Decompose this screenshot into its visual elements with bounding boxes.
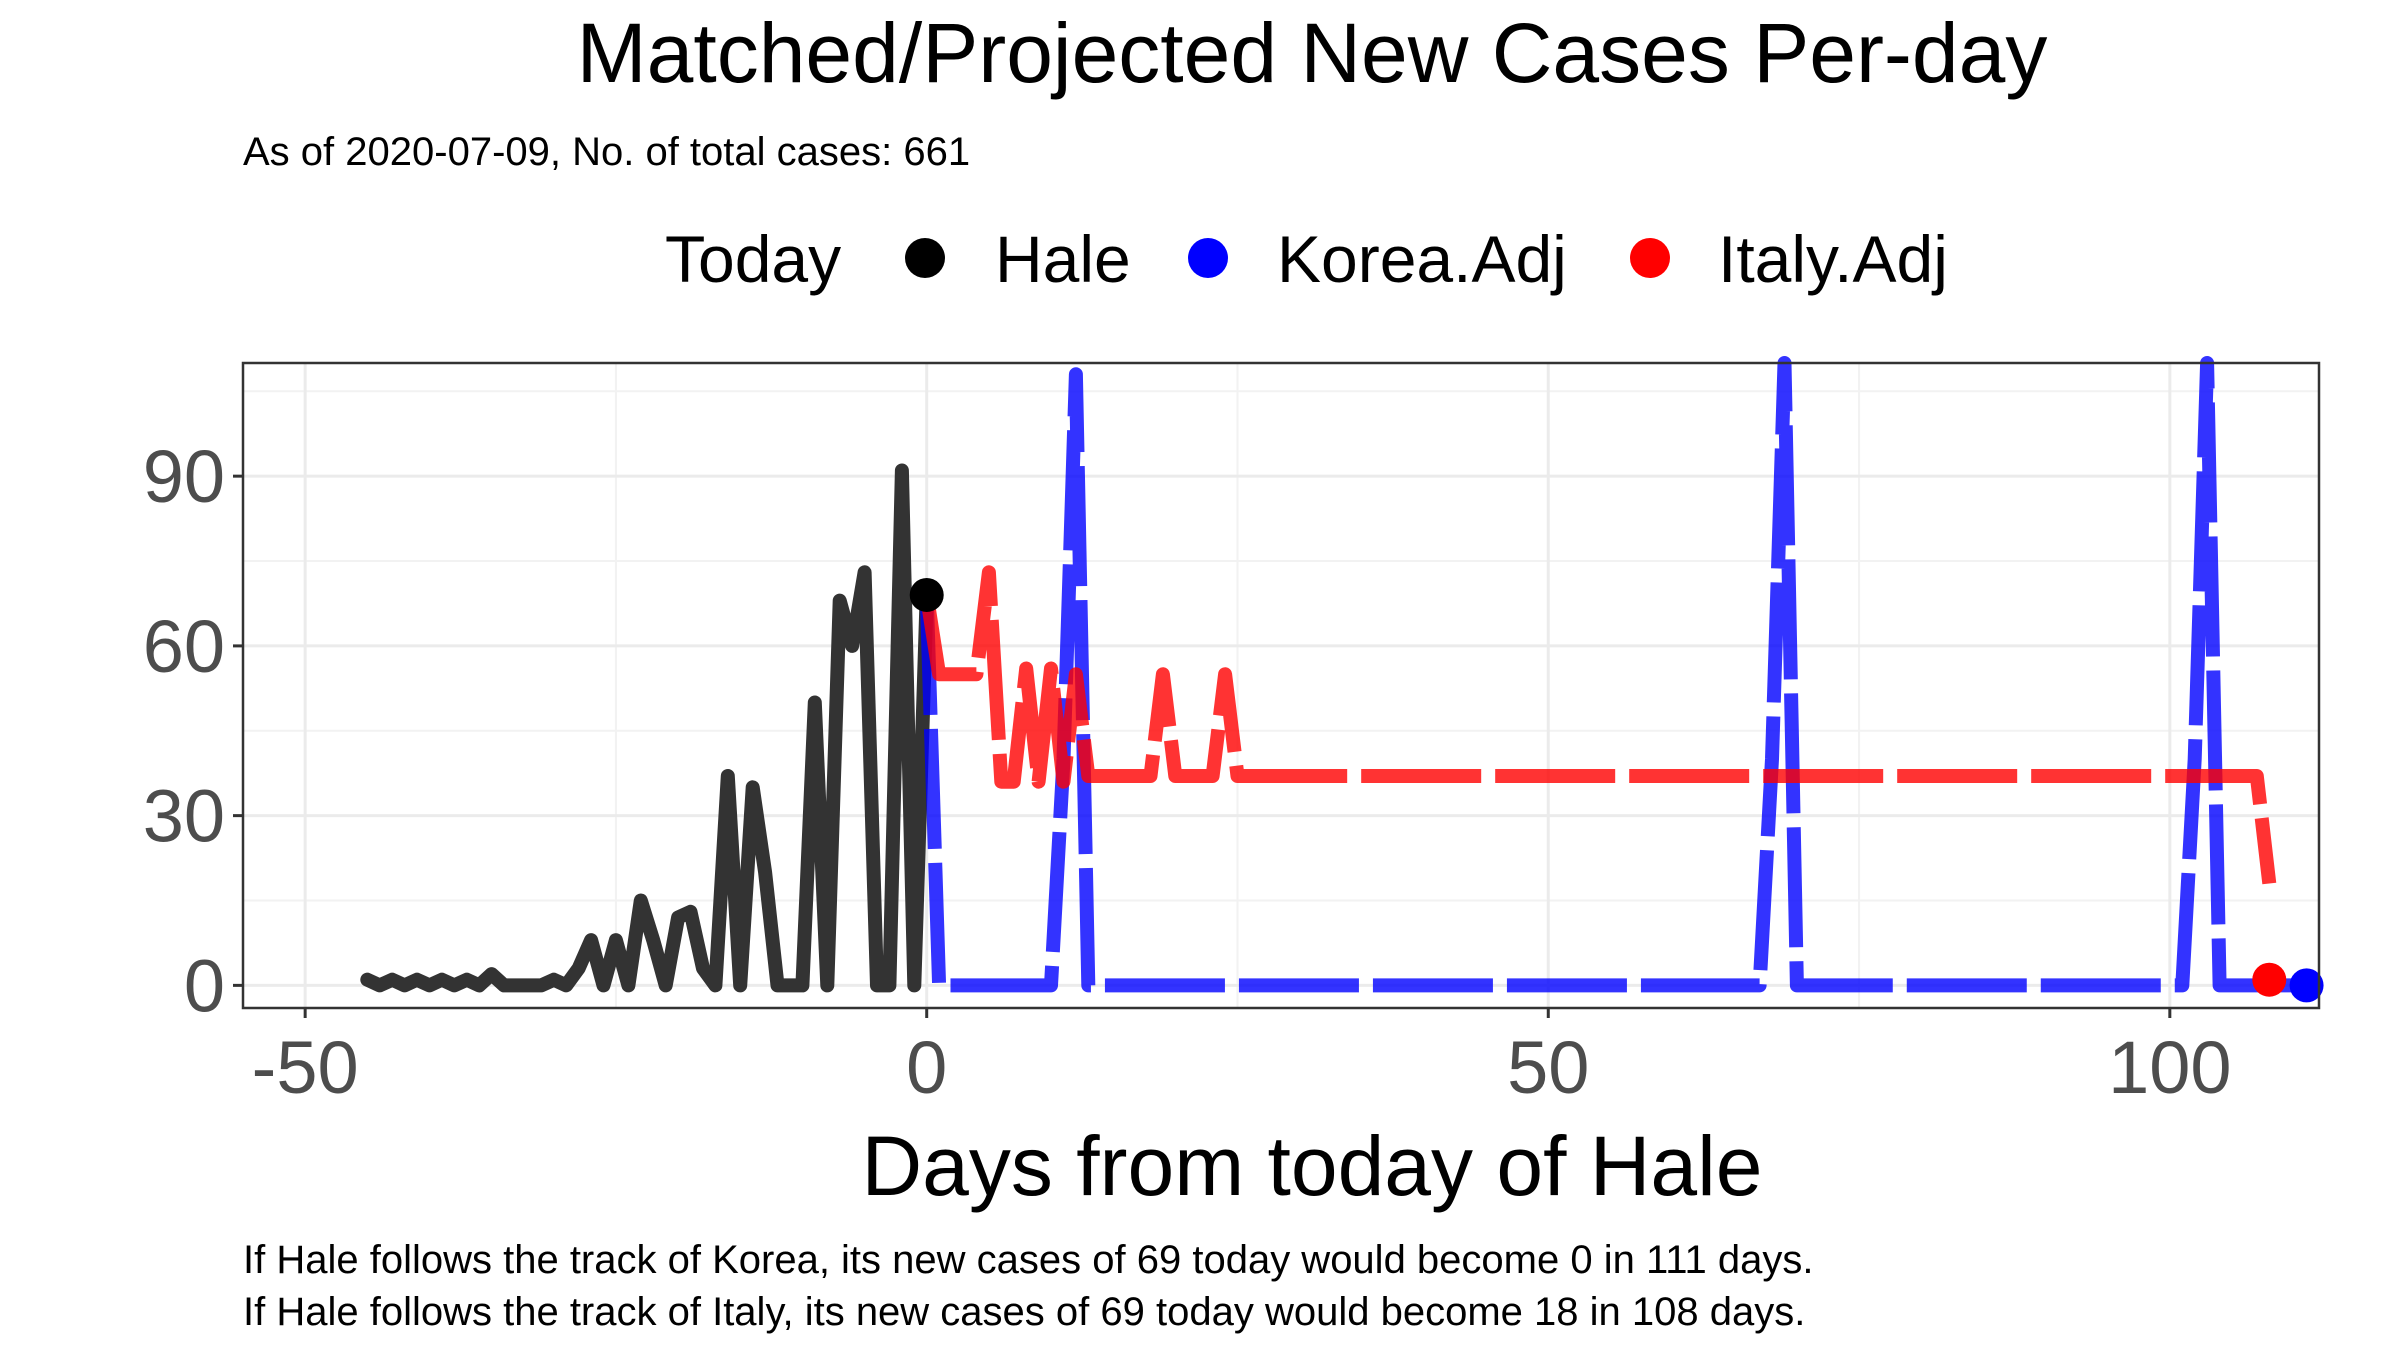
series-layer: [360, 356, 2307, 993]
x-tick-label: 0: [906, 1026, 947, 1109]
grid: [243, 363, 2319, 1008]
x-tick-label: -50: [252, 1026, 359, 1109]
legend-title: Today: [665, 222, 841, 296]
y-tick-label: 30: [143, 775, 225, 858]
today-point-hale: [909, 577, 944, 612]
today-points: [909, 577, 2324, 1003]
x-tick-label: 100: [2108, 1026, 2231, 1109]
legend-marker-italy: [1630, 238, 1670, 278]
plot-background: [243, 363, 2319, 1008]
plot-panel: [241, 356, 2324, 1010]
legend-marker-hale: [905, 238, 945, 278]
today-point-korea-adj: [2289, 968, 2324, 1003]
series-line-italy-adj: [919, 565, 2277, 885]
today-point-italy-adj: [2252, 962, 2287, 997]
y-tick-label: 60: [143, 605, 225, 688]
chart-subtitle: As of 2020-07-09, No. of total cases: 66…: [243, 130, 970, 174]
legend-marker-korea: [1188, 238, 1228, 278]
plot-border: [241, 361, 2321, 1010]
y-tick-label: 0: [184, 944, 225, 1027]
caption-korea: If Hale follows the track of Korea, its …: [243, 1238, 1813, 1282]
x-axis: -50 0 50 100: [252, 1008, 2232, 1109]
caption-italy: If Hale follows the track of Italy, its …: [243, 1290, 1805, 1334]
series-line-hale: [360, 463, 934, 993]
legend-label-italy: Italy.Adj: [1718, 222, 1948, 296]
chart-title: Matched/Projected New Cases Per-day: [577, 6, 2048, 100]
y-axis: 0 30 60 90: [143, 435, 243, 1027]
y-tick-label: 90: [143, 435, 225, 518]
legend: Today Hale Korea.Adj Italy.Adj: [665, 222, 1948, 296]
series-line-korea-adj: [919, 356, 2307, 993]
x-tick-label: 50: [1507, 1026, 1589, 1109]
x-axis-title: Days from today of Hale: [861, 1119, 1762, 1213]
legend-label-hale: Hale: [995, 222, 1131, 296]
legend-label-korea: Korea.Adj: [1277, 222, 1567, 296]
